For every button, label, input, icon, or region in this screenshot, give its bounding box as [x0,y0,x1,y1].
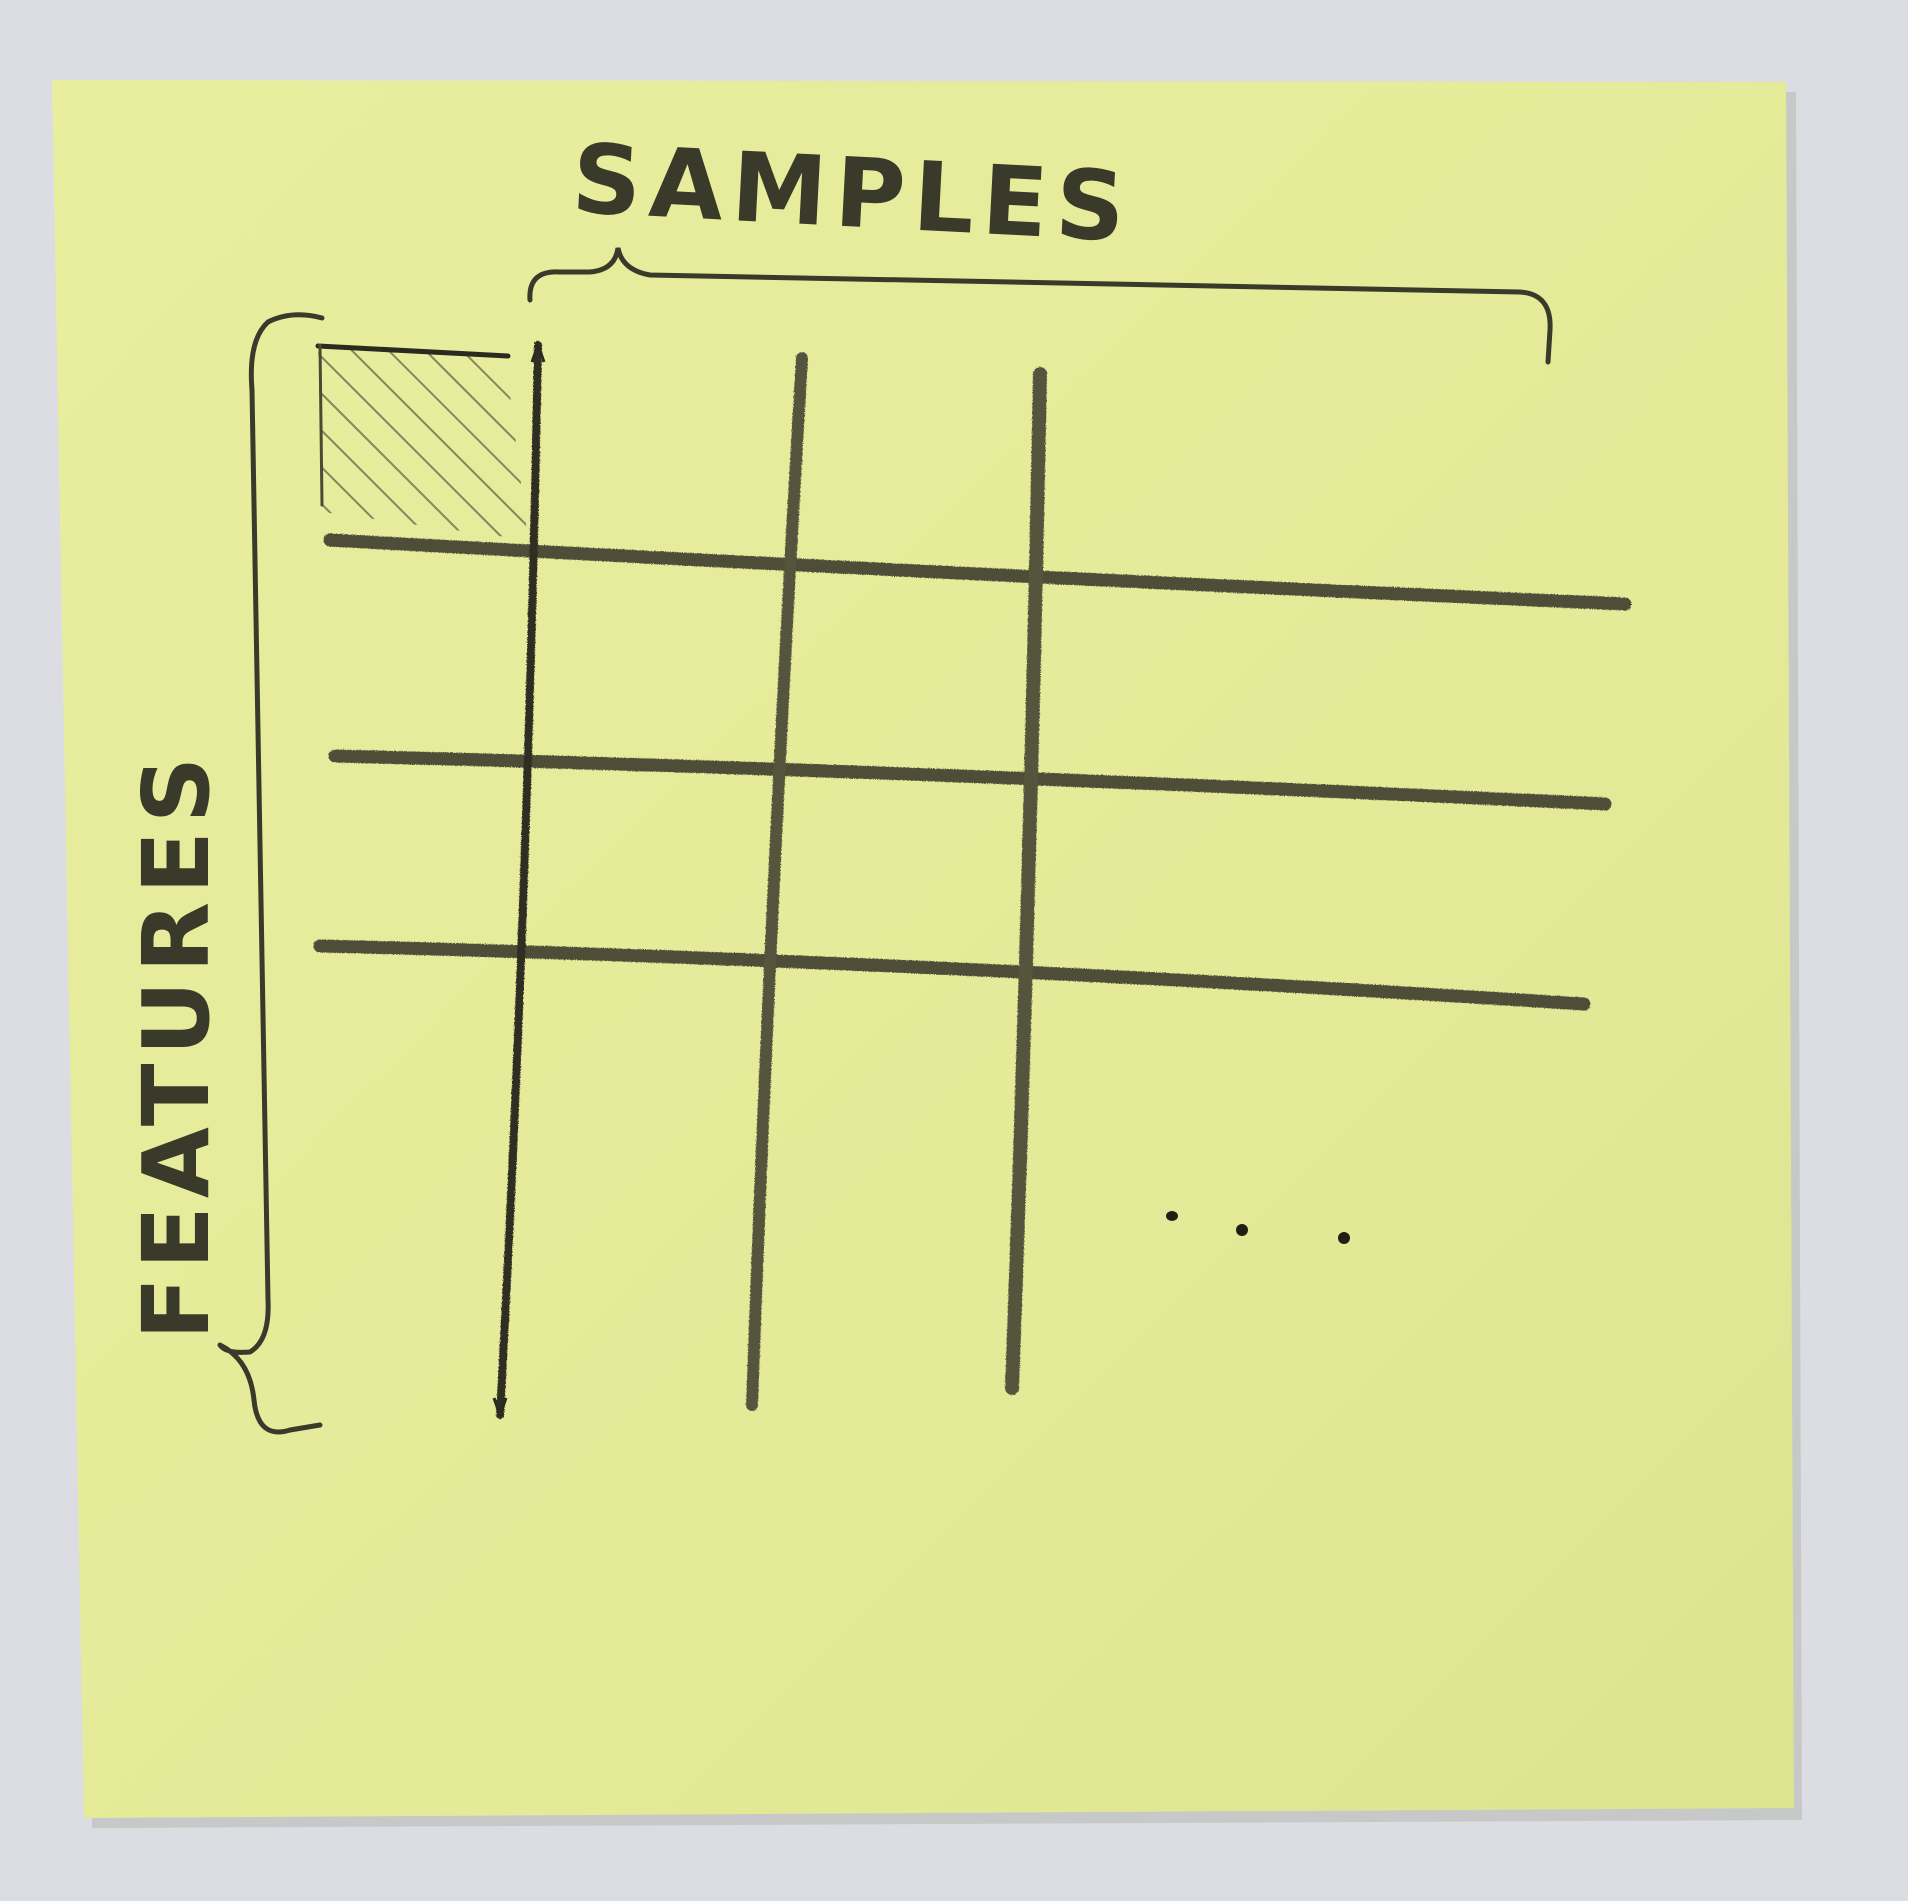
grid-rows [313,533,1632,1011]
ellipsis-dots [1166,1211,1350,1244]
features-label: FEATURES [123,749,230,1340]
grid-row-line [323,533,1632,611]
samples-brace [527,247,1553,365]
column-start-tick [530,340,546,363]
highlighted-cell [315,343,528,540]
grid-row-line [313,939,1591,1011]
ellipsis-dot [1338,1232,1350,1244]
grid-row-line [328,749,1612,811]
grid-column-line [496,341,542,1419]
ellipsis-dot [1166,1211,1178,1221]
ellipsis-dot [1236,1224,1248,1236]
grid-column-line [746,352,808,1411]
grid-columns [496,341,1047,1419]
grid-column-line [1005,367,1047,1395]
column-end-tick [492,1397,508,1420]
features-brace [217,312,325,1435]
sticky-note [52,80,1794,1818]
